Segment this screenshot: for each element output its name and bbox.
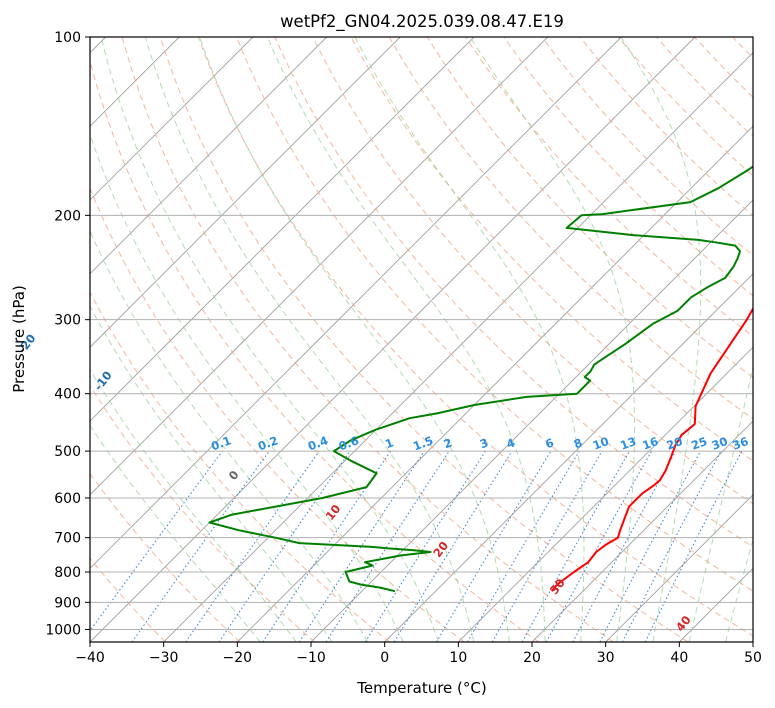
plot-background bbox=[90, 37, 753, 642]
y-axis-label: Pressure (hPa) bbox=[10, 285, 28, 393]
background-reference-lines bbox=[90, 37, 775, 642]
temperature-profile-line bbox=[551, 306, 753, 592]
isotherm-line bbox=[90, 37, 696, 642]
x-tick-label: −10 bbox=[296, 650, 326, 666]
y-tick-label: 900 bbox=[54, 595, 81, 611]
dry-adiabat-line bbox=[617, 37, 753, 177]
mixing-ratio-label: 0.2 bbox=[256, 433, 280, 453]
dry-adiabat-line bbox=[90, 59, 540, 642]
mixing-ratio-line bbox=[491, 450, 603, 642]
mixing-ratio-label: 25 bbox=[689, 434, 709, 453]
x-tick-label: −40 bbox=[75, 650, 105, 666]
dry-adiabat-line bbox=[503, 37, 753, 297]
dry-adiabat-line bbox=[90, 384, 316, 642]
moist-adiabat-line bbox=[90, 368, 297, 642]
chart-title: wetPf2_GN04.2025.039.08.47.E19 bbox=[280, 12, 564, 32]
isotherm-line bbox=[310, 199, 753, 642]
mixing-ratio-label: 20 bbox=[665, 434, 685, 453]
isotherm-line bbox=[90, 37, 475, 422]
x-tick-label: 0 bbox=[380, 650, 389, 666]
mixing-ratio-line bbox=[185, 450, 320, 642]
x-tick-label: 30 bbox=[597, 650, 615, 666]
mixing-ratio-line bbox=[131, 450, 270, 642]
x-axis-ticks: −40 −30 −20 −10 0 10 20 30 40 50 bbox=[75, 642, 762, 666]
dewpoint-profile-line bbox=[208, 165, 753, 593]
x-tick-label: 50 bbox=[744, 650, 762, 666]
mixing-ratio-line bbox=[521, 450, 630, 642]
isotherm-line bbox=[752, 641, 753, 642]
isotherm-line bbox=[90, 37, 254, 201]
moist-adiabat-line bbox=[90, 424, 261, 642]
isotherm-line bbox=[90, 37, 328, 275]
mixing-ratio-line bbox=[364, 450, 486, 642]
x-tick-label: 40 bbox=[670, 650, 688, 666]
dry-adiabat-line bbox=[121, 37, 614, 642]
mixing-ratio-line bbox=[435, 450, 552, 642]
plot-frame bbox=[89, 36, 754, 643]
isotherm-line bbox=[236, 125, 753, 642]
isotherm-line bbox=[605, 494, 753, 642]
moist-adiabat-line bbox=[90, 229, 369, 642]
y-tick-label: 800 bbox=[54, 565, 81, 581]
mixing-ratio-line bbox=[325, 450, 450, 642]
x-tick-label: 10 bbox=[449, 650, 467, 666]
mixing-ratio-label: 16 bbox=[640, 434, 660, 453]
y-axis-ticks: 100 200 300 400 500 600 700 800 900 1000 bbox=[45, 30, 90, 638]
dry-adiabat-line bbox=[274, 37, 753, 548]
dry-adiabat-line bbox=[90, 186, 465, 642]
y-tick-label: 400 bbox=[54, 387, 81, 403]
dry-adiabat-line bbox=[312, 37, 753, 505]
x-tick-label: −20 bbox=[223, 650, 253, 666]
y-tick-label: 600 bbox=[54, 491, 81, 507]
x-axis-label: Temperature (°C) bbox=[356, 679, 486, 697]
mixing-ratio-line bbox=[218, 450, 351, 642]
dry-adiabat-line bbox=[159, 37, 689, 642]
y-tick-label: 300 bbox=[54, 313, 81, 329]
moist-adiabat-line bbox=[90, 132, 404, 642]
x-tick-label: 20 bbox=[523, 650, 541, 666]
mixing-ratio-label: 36 bbox=[731, 434, 751, 453]
y-tick-label: 200 bbox=[54, 208, 81, 224]
isotherm-line bbox=[163, 52, 753, 642]
moist-adiabat-line bbox=[469, 37, 636, 642]
dry-adiabat-line bbox=[90, 290, 390, 642]
dry-adiabat-line bbox=[236, 37, 753, 592]
mixing-ratio-line bbox=[393, 450, 513, 642]
y-tick-label: 100 bbox=[54, 30, 81, 46]
mixing-ratio-line bbox=[467, 450, 580, 642]
mixing-ratio-label: 0.4 bbox=[306, 433, 330, 453]
isotherm-line bbox=[384, 273, 753, 642]
moist-adiabat-line bbox=[144, 37, 475, 642]
dry-adiabat-line bbox=[426, 37, 753, 378]
y-tick-label: 700 bbox=[54, 531, 81, 547]
y-tick-label: 500 bbox=[54, 444, 81, 460]
y-tick-label: 1000 bbox=[45, 622, 81, 638]
x-tick-label: −30 bbox=[149, 650, 179, 666]
mixing-ratio-label: 13 bbox=[618, 434, 638, 453]
profile-lines bbox=[208, 165, 753, 593]
mixing-ratio-label: 0.1 bbox=[209, 433, 233, 453]
isotherm-line bbox=[90, 37, 549, 496]
mixing-ratio-label: 0.6 bbox=[337, 433, 361, 453]
moist-adiabat-line bbox=[199, 37, 510, 642]
isotherm-line bbox=[90, 37, 622, 569]
mixing-ratio-label: 10 bbox=[591, 434, 611, 453]
moist-adiabat-line bbox=[267, 37, 546, 642]
isotherm-line bbox=[531, 420, 753, 642]
dry-adiabat-line bbox=[771, 37, 775, 642]
isotherm-line bbox=[90, 37, 401, 348]
pressure-gridlines bbox=[90, 37, 753, 630]
mixing-ratio-label: 30 bbox=[710, 434, 730, 453]
isotherm-line bbox=[457, 346, 753, 642]
mixing-ratio-label: 1.5 bbox=[411, 433, 435, 453]
mixing-ratio-line bbox=[90, 450, 223, 632]
moist-adiabat-line bbox=[354, 37, 585, 642]
mixing-ratio-line bbox=[545, 450, 653, 642]
dry-adiabat-line bbox=[388, 37, 753, 420]
